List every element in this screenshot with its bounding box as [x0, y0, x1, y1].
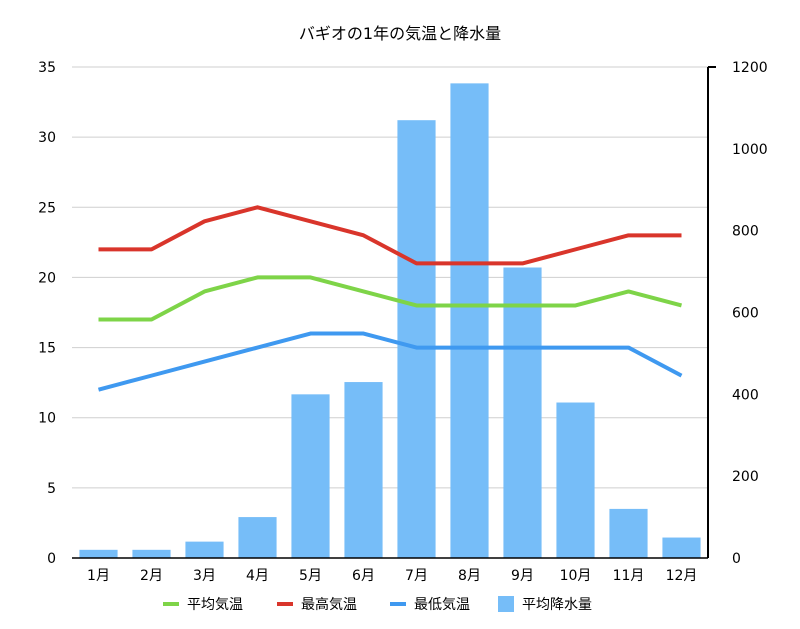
legend-label: 最低気温 [414, 597, 470, 613]
x-tick-label: 5月 [299, 568, 322, 584]
x-tick-label: 3月 [193, 568, 216, 584]
precip-bar [238, 517, 277, 558]
x-tick-label: 6月 [352, 568, 375, 584]
chart-title: バギオの1年の気温と降水量 [298, 24, 502, 43]
legend-label: 平均降水量 [522, 597, 592, 613]
x-tick-label: 8月 [458, 568, 481, 584]
y-left-tick-label: 20 [38, 270, 56, 286]
x-tick-label: 4月 [246, 568, 269, 584]
legend-label: 平均気温 [187, 597, 243, 613]
x-tick-label: 2月 [140, 568, 163, 584]
y-right-tick-label: 0 [732, 551, 741, 567]
precip-bar [503, 267, 542, 558]
precip-bar [450, 83, 489, 558]
x-tick-label: 1月 [87, 568, 110, 584]
precip-bar [79, 549, 118, 558]
y-left-tick-label: 25 [38, 200, 56, 216]
y-right-tick-label: 800 [732, 224, 759, 240]
x-tick-label: 10月 [560, 568, 592, 584]
series-line-最高気温 [98, 205, 682, 266]
precip-bar [132, 549, 171, 558]
y-right-tick-label: 400 [732, 387, 759, 403]
legend-swatch [498, 596, 514, 612]
x-tick-label: 7月 [405, 568, 428, 584]
y-left-tick-label: 15 [38, 341, 56, 357]
y-left-tick-label: 5 [47, 481, 56, 497]
series-line-最低気温 [97, 331, 683, 392]
y-left-tick-label: 35 [38, 60, 56, 76]
precip-bar [556, 402, 595, 558]
y-left-tick-label: 30 [38, 130, 56, 146]
y-left-tick-label: 10 [38, 411, 56, 427]
y-right-tick-label: 1200 [732, 60, 768, 76]
precip-bar [397, 120, 436, 559]
y-right-tick-label: 1000 [732, 142, 768, 158]
precip-bar [344, 382, 383, 558]
y-right-tick-label: 600 [732, 306, 759, 322]
x-tick-label: 12月 [666, 568, 698, 584]
series-line-平均気温 [98, 275, 683, 322]
y-right-tick-label: 200 [732, 469, 759, 485]
y-left-tick-label: 0 [47, 551, 56, 567]
precip-bar [185, 541, 224, 558]
x-tick-label: 11月 [613, 568, 645, 584]
precip-bar [662, 537, 701, 558]
precip-bar [609, 508, 648, 558]
precip-bar [291, 394, 330, 558]
legend-label: 最高気温 [301, 596, 357, 613]
x-tick-label: 9月 [511, 568, 534, 584]
